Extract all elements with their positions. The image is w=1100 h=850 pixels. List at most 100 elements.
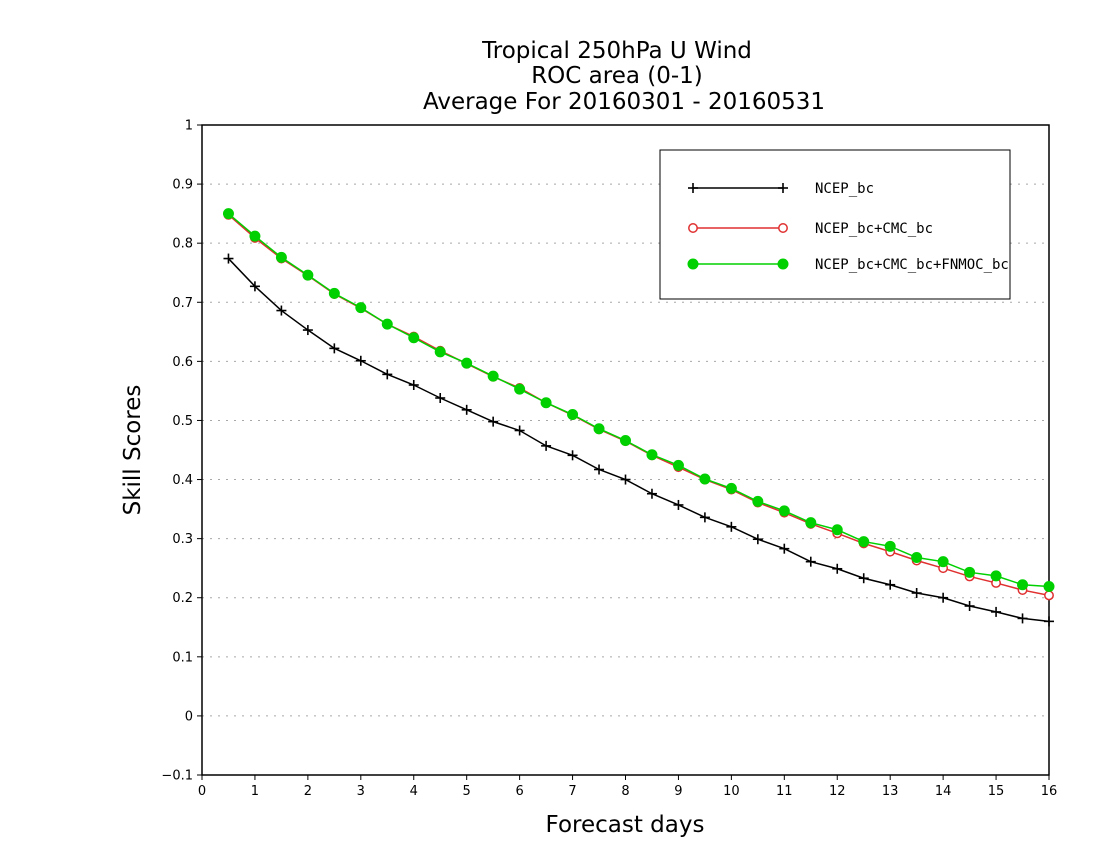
legend-marker (777, 258, 789, 270)
x-tick-label: 9 (674, 784, 682, 799)
data-point (408, 332, 420, 344)
data-point (461, 357, 473, 369)
data-point (831, 524, 843, 536)
legend-label: NCEP_bc (815, 181, 874, 197)
legend-box (659, 149, 1011, 300)
data-point (435, 393, 446, 403)
data-point (964, 601, 975, 611)
data-point (223, 253, 234, 264)
legend-marker (778, 183, 788, 193)
data-point (593, 423, 605, 435)
data-point (620, 435, 631, 447)
data-point (726, 521, 737, 532)
data-point (672, 459, 684, 471)
data-point (699, 512, 710, 523)
x-tick-label: 10 (723, 784, 740, 799)
data-point (937, 556, 949, 568)
legend-label: NCEP_bc+CMC_bc+FNMOC_bc (815, 257, 1009, 273)
x-tick-label: 12 (829, 784, 846, 799)
data-point (832, 563, 843, 574)
y-tick-label: 0.8 (172, 237, 193, 252)
x-tick-label: 0 (198, 784, 206, 799)
title-line-2: ROC area (0-1) (531, 63, 703, 89)
y-tick-label: −0.1 (161, 769, 193, 784)
x-tick-label: 7 (568, 784, 576, 799)
data-point (885, 579, 896, 590)
data-point (355, 355, 366, 366)
y-tick-label: 0 (185, 709, 193, 724)
data-point (752, 495, 764, 507)
data-point (964, 566, 976, 578)
x-tick-label: 14 (935, 784, 952, 799)
x-tick-label: 5 (463, 784, 471, 799)
y-axis-label: Skill Scores (120, 385, 146, 516)
y-tick-label: 0.6 (172, 355, 193, 370)
data-point (461, 404, 472, 415)
data-point (858, 573, 869, 584)
data-point (381, 318, 393, 330)
data-point (1017, 613, 1028, 624)
x-tick-label: 16 (1041, 784, 1058, 799)
data-point (222, 208, 234, 220)
x-tick-label: 4 (410, 784, 418, 799)
data-point (1044, 616, 1054, 627)
data-point (249, 281, 260, 292)
data-point (275, 251, 287, 263)
title-line-1: Tropical 250hPa U Wind (481, 38, 752, 64)
data-point (725, 482, 737, 494)
y-tick-label: 1 (185, 119, 193, 134)
data-point (514, 383, 526, 395)
data-point (938, 592, 949, 603)
data-point (991, 606, 1002, 617)
data-point (646, 488, 657, 499)
data-point (699, 473, 711, 485)
x-tick-label: 13 (882, 784, 899, 799)
y-tick-label: 0.9 (172, 178, 193, 193)
data-point (302, 325, 313, 336)
x-tick-label: 8 (621, 784, 629, 799)
data-point (328, 287, 340, 299)
x-tick-label: 2 (304, 784, 312, 799)
data-point (434, 346, 446, 358)
chart-title: Tropical 250hPa U Wind ROC area (0-1) Av… (423, 38, 825, 115)
y-tick-label: 0.3 (172, 532, 193, 547)
legend-item: NCEP_bc+CMC_bc+FNMOC_bc (687, 257, 1009, 273)
data-point (567, 409, 579, 421)
data-point (276, 305, 287, 316)
data-point (779, 543, 790, 554)
legend-item: NCEP_bc+CMC_bc (688, 221, 933, 237)
series-0 (223, 253, 1054, 627)
y-tick-label: 0.7 (172, 296, 193, 311)
axis-ticks: −0.100.10.20.30.40.50.60.70.80.910 1 2 3 4 5 6… (161, 119, 1057, 800)
data-point (408, 380, 419, 390)
data-point (302, 269, 314, 281)
legend-marker (688, 183, 698, 193)
series-2 (222, 208, 1055, 592)
data-point (911, 588, 922, 598)
data-point (594, 464, 605, 475)
data-point (1043, 581, 1055, 592)
data-point (805, 517, 817, 529)
y-tick-label: 0.5 (172, 414, 193, 429)
data-point (620, 474, 631, 485)
series-line (227, 258, 1050, 623)
x-tick-label: 15 (988, 784, 1005, 799)
data-point (646, 449, 658, 461)
x-axis-label: Forecast days (546, 812, 705, 838)
data-point (1044, 590, 1054, 601)
data-point (488, 416, 499, 427)
data-point (540, 397, 552, 409)
legend-label: NCEP_bc+CMC_bc (815, 221, 933, 237)
x-tick-label: 3 (357, 784, 365, 799)
x-tick-label: 11 (776, 784, 793, 799)
y-tick-label: 0.2 (172, 591, 193, 606)
x-tick-label: 1 (251, 784, 259, 799)
data-point (858, 536, 870, 548)
y-tick-label: 0.1 (172, 650, 193, 665)
data-point (884, 540, 896, 552)
legend-marker (687, 258, 699, 270)
data-point (514, 425, 525, 436)
data-point (541, 440, 552, 451)
data-point (382, 369, 393, 380)
